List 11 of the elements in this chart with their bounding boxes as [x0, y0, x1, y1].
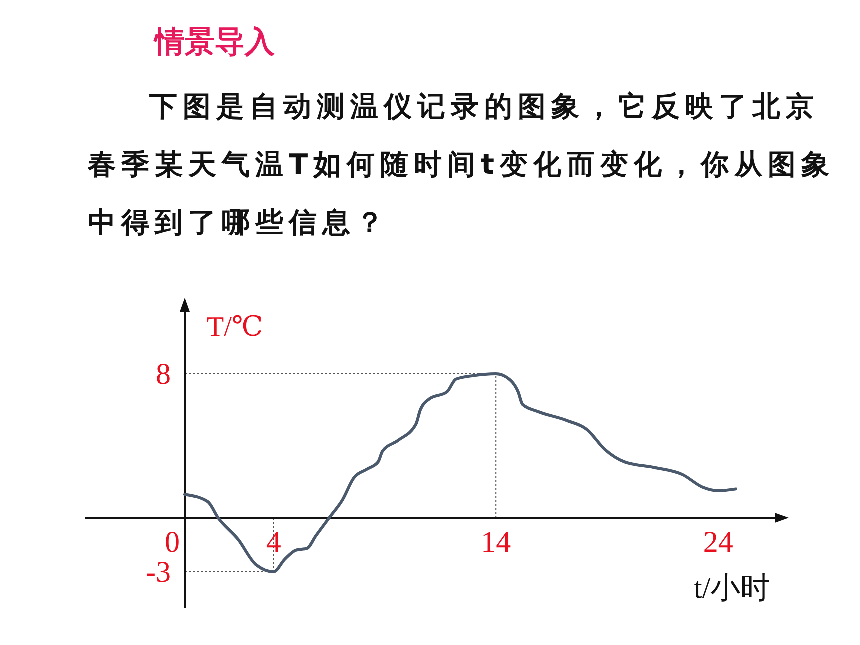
- chart-title: 情景导入: [153, 25, 276, 60]
- line-series: [184, 372, 738, 574]
- chart-subtitle: 下图是自动测温仪记录的图象，它反映了北京春季某天气温T如何随时间t变化而变化，你从图象中得到了哪些信息？: [88, 89, 836, 241]
- x-tick-label: 0: [165, 526, 180, 559]
- x-axis-title: t/小时: [694, 572, 771, 605]
- y-tick-label: -3: [146, 556, 171, 589]
- x-tick-label: 14: [481, 526, 512, 559]
- x-tick-label: 4: [266, 526, 282, 559]
- x-tick-label: 24: [703, 526, 734, 559]
- y-tick-label: 8: [156, 358, 171, 391]
- y-axis-title: T/℃: [207, 312, 264, 343]
